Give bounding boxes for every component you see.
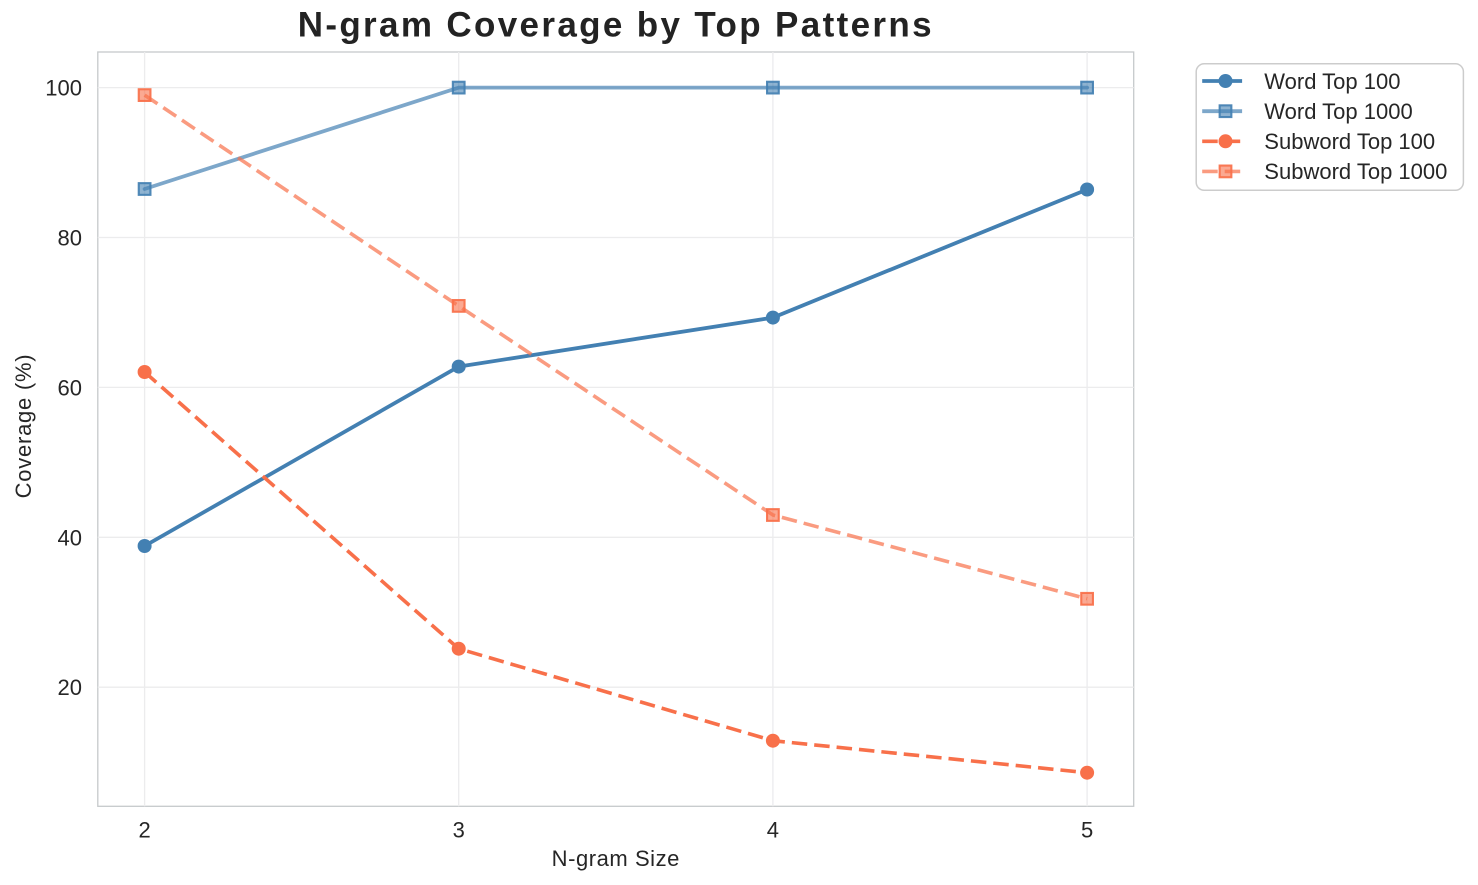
svg-text:2: 2 (138, 818, 150, 843)
svg-text:Word Top 100: Word Top 100 (1264, 69, 1400, 94)
svg-text:Subword Top 100: Subword Top 100 (1264, 129, 1435, 154)
svg-text:4: 4 (767, 818, 779, 843)
svg-text:Word Top 1000: Word Top 1000 (1264, 99, 1412, 124)
svg-text:Subword Top 1000: Subword Top 1000 (1264, 159, 1447, 184)
svg-text:3: 3 (453, 818, 465, 843)
svg-text:N-gram Coverage by Top Pattern: N-gram Coverage by Top Patterns (298, 6, 934, 45)
svg-text:80: 80 (58, 226, 82, 251)
svg-text:Coverage (%): Coverage (%) (11, 354, 36, 499)
svg-text:5: 5 (1081, 818, 1093, 843)
svg-text:40: 40 (58, 525, 82, 550)
svg-text:20: 20 (58, 675, 82, 700)
svg-text:100: 100 (45, 76, 82, 101)
svg-text:N-gram Size: N-gram Size (552, 846, 680, 871)
svg-text:60: 60 (58, 375, 82, 400)
